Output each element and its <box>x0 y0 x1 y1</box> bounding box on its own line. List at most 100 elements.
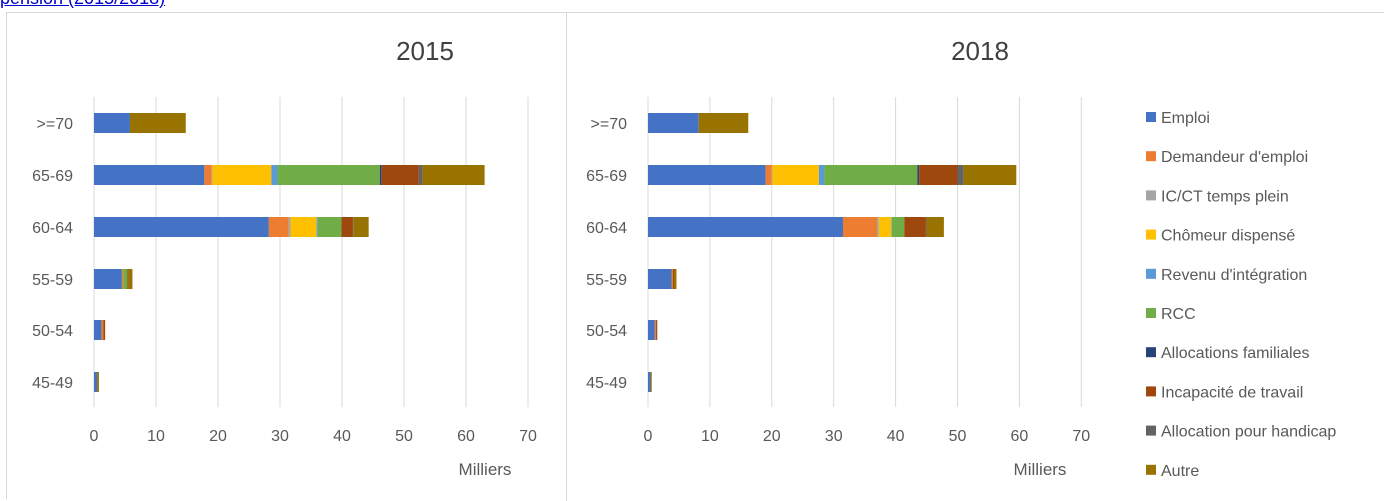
bar-segment <box>925 217 927 237</box>
bar-segment <box>771 165 773 185</box>
bar-segment <box>381 165 419 185</box>
bar-segment <box>288 217 291 237</box>
category-label: 55-59 <box>586 272 627 289</box>
category-label: 50-54 <box>586 323 627 340</box>
x-tick-label: 20 <box>763 428 781 445</box>
bar-segment <box>671 269 673 289</box>
bar-segment <box>648 113 699 133</box>
x-tick-label: 0 <box>644 428 653 445</box>
legend-label: Allocations familiales <box>1161 345 1310 362</box>
x-tick-label: 0 <box>90 428 99 445</box>
x-tick-label: 70 <box>519 428 537 445</box>
bar-segment <box>268 217 289 237</box>
bar-segment <box>654 320 657 340</box>
bar-segment <box>648 320 655 340</box>
chart-frame <box>6 12 1384 499</box>
legend-label: Chômeur dispensé <box>1161 228 1295 245</box>
bar-segment <box>317 217 342 237</box>
x-tick-label: 70 <box>1072 428 1090 445</box>
legend-label: Autre <box>1161 463 1199 480</box>
panel-divider <box>566 12 567 501</box>
x-tick-label: 10 <box>701 428 719 445</box>
bar-segment <box>891 217 905 237</box>
bar-segment <box>963 165 1017 185</box>
bar-segment <box>926 217 944 237</box>
x-axis-label: Milliers <box>1014 460 1067 479</box>
bar-segment <box>842 217 878 237</box>
chart-title: 2018 <box>951 36 1009 66</box>
bar-segment <box>656 320 658 340</box>
bar-segment <box>94 217 269 237</box>
bar-segment <box>271 165 278 185</box>
category-label: 55-59 <box>32 272 73 289</box>
bar-segment <box>316 217 318 237</box>
bar-segment <box>97 372 99 392</box>
bar-segment <box>127 269 129 289</box>
bar-segment <box>379 165 382 185</box>
bar-segment <box>418 165 423 185</box>
category-label: >=70 <box>591 116 628 133</box>
category-label: 60-64 <box>32 220 73 237</box>
bar-segment <box>94 269 122 289</box>
legend-swatch <box>1146 112 1156 122</box>
x-tick-label: 10 <box>147 428 165 445</box>
x-tick-label: 30 <box>271 428 289 445</box>
bar-segment <box>121 269 124 289</box>
bar-segment <box>204 165 212 185</box>
bar-segment <box>94 320 102 340</box>
bar-segment <box>957 165 964 185</box>
x-tick-label: 40 <box>333 428 351 445</box>
bar-segment <box>878 217 892 237</box>
legend-swatch <box>1146 229 1156 240</box>
legend-swatch <box>1146 386 1156 397</box>
category-label: 45-49 <box>586 375 627 392</box>
chart-title: 2015 <box>396 36 454 66</box>
legend-label: Emploi <box>1161 110 1210 127</box>
bar-segment <box>672 269 674 289</box>
bar-segment <box>129 113 186 133</box>
bar-segment <box>94 113 130 133</box>
bar-segment <box>818 165 825 185</box>
bar-segment <box>891 217 892 237</box>
bar-segment <box>123 269 128 289</box>
bar-segment <box>211 165 213 185</box>
bar-segment <box>128 269 133 289</box>
legend-label: IC/CT temps plein <box>1161 188 1289 205</box>
bar-segment <box>103 320 106 340</box>
category-label: 45-49 <box>32 375 73 392</box>
bar-segment <box>101 320 104 340</box>
bar-segment <box>824 165 918 185</box>
bar-segment <box>212 165 272 185</box>
bar-segment <box>352 217 354 237</box>
legend-swatch <box>1146 347 1156 358</box>
bar-segment <box>917 165 920 185</box>
bar-segment <box>422 165 485 185</box>
legend-label: RCC <box>1161 306 1196 323</box>
x-tick-label: 30 <box>825 428 843 445</box>
bar-segment <box>772 165 819 185</box>
legend-swatch <box>1146 425 1156 436</box>
category-label: 65-69 <box>32 168 73 185</box>
bar-segment <box>648 269 672 289</box>
legend-label: Revenu d'intégration <box>1161 267 1307 284</box>
bar-segment <box>290 217 317 237</box>
bar-segment <box>765 165 772 185</box>
bar-segment <box>919 165 958 185</box>
bar-segment <box>353 217 369 237</box>
x-tick-label: 40 <box>887 428 905 445</box>
bar-segment <box>648 165 766 185</box>
legend-label: Allocation pour handicap <box>1161 424 1336 441</box>
bar-segment <box>877 217 879 237</box>
x-axis-label: Milliers <box>459 460 512 479</box>
category-label: 50-54 <box>32 323 73 340</box>
x-tick-label: 50 <box>395 428 413 445</box>
top-caption: pension (2015/2018) <box>0 0 280 14</box>
bar-segment <box>648 217 843 237</box>
bar-segment <box>904 217 926 237</box>
bar-segment <box>341 217 353 237</box>
category-label: 60-64 <box>586 220 627 237</box>
bar-segment <box>648 372 651 392</box>
legend-swatch <box>1146 464 1156 475</box>
legend-swatch <box>1146 190 1156 201</box>
